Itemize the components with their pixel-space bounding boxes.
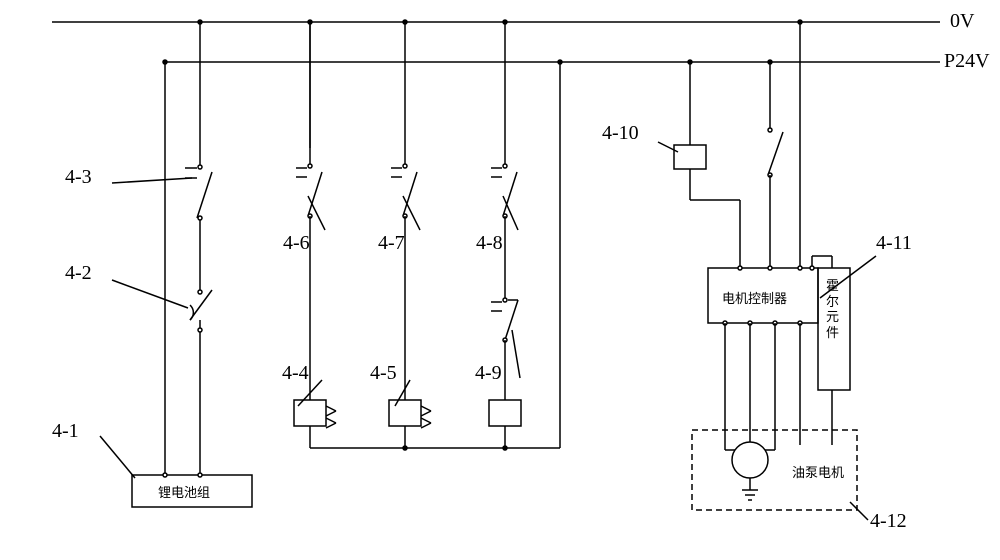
battery-label: 锂电池组 bbox=[158, 482, 210, 501]
callout-4-3: 4-3 bbox=[65, 166, 92, 189]
callout-4-4: 4-4 bbox=[282, 362, 309, 385]
callout-4-11: 4-11 bbox=[876, 232, 912, 255]
circuit-svg bbox=[0, 0, 1000, 560]
callout-4-9: 4-9 bbox=[475, 362, 502, 385]
rail-label-0v: 0V bbox=[950, 10, 974, 33]
circuit-diagram: 0V P24V 4-1 4-2 4-3 4-4 4-5 4-6 4-7 4-8 … bbox=[0, 0, 1000, 560]
callout-4-12: 4-12 bbox=[870, 510, 907, 533]
controller-label: 电机控制器 bbox=[722, 288, 787, 307]
callout-4-10: 4-10 bbox=[602, 122, 639, 145]
callout-4-5: 4-5 bbox=[370, 362, 397, 385]
callout-4-8: 4-8 bbox=[476, 232, 503, 255]
callout-4-6: 4-6 bbox=[283, 232, 310, 255]
callout-4-1: 4-1 bbox=[52, 420, 79, 443]
callout-4-2: 4-2 bbox=[65, 262, 92, 285]
rail-label-p24v: P24V bbox=[944, 50, 990, 73]
callout-4-7: 4-7 bbox=[378, 232, 405, 255]
hall-label: 霍尔元件 bbox=[826, 278, 842, 340]
pump-label: 油泵电机 bbox=[792, 462, 844, 481]
